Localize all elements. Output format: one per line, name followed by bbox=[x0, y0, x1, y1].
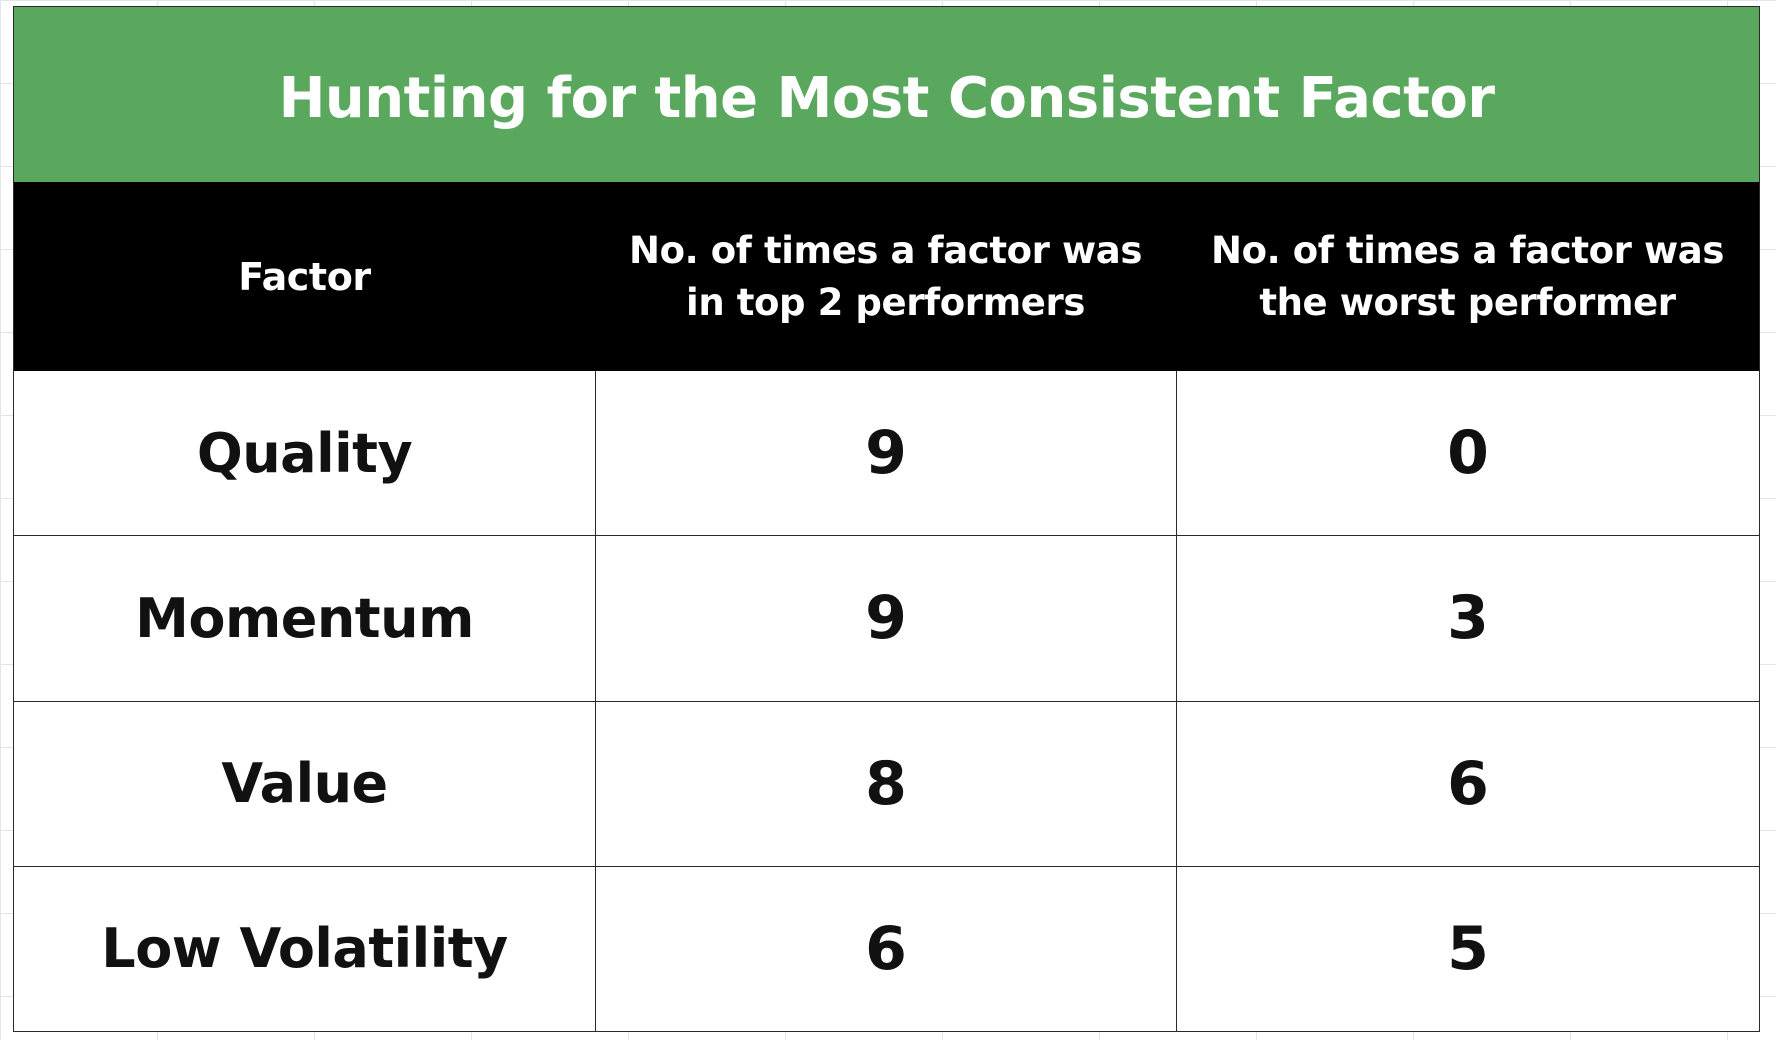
column-header-worst: No. of times a factor was the worst perf… bbox=[1211, 228, 1724, 324]
factor-table: Hunting for the Most Consistent Factor F… bbox=[13, 6, 1760, 1032]
worst-count-cell: 5 bbox=[1176, 866, 1759, 1031]
table-row: Momentum 9 3 bbox=[14, 535, 1759, 701]
top2-count-cell: 9 bbox=[595, 536, 1176, 701]
worst-count-cell: 3 bbox=[1176, 536, 1759, 701]
table-row: Low Volatility 6 5 bbox=[14, 865, 1759, 1031]
column-header-factor: Factor bbox=[238, 254, 371, 299]
table-title: Hunting for the Most Consistent Factor bbox=[14, 7, 1759, 182]
table-row: Value 8 6 bbox=[14, 700, 1759, 866]
table-row: Quality 9 0 bbox=[14, 371, 1759, 536]
column-header-top2: No. of times a factor was in top 2 perfo… bbox=[629, 228, 1142, 324]
factor-name-cell: Value bbox=[221, 752, 388, 816]
header-row: Factor No. of times a factor was in top … bbox=[14, 182, 1759, 371]
worst-count-cell: 6 bbox=[1176, 701, 1759, 866]
top2-count-cell: 6 bbox=[595, 866, 1176, 1031]
table-body: Quality 9 0 Momentum 9 3 Value 8 6 Low V… bbox=[14, 371, 1759, 1031]
factor-name-cell: Quality bbox=[196, 421, 413, 485]
top2-count-cell: 9 bbox=[595, 371, 1176, 536]
worst-count-cell: 0 bbox=[1176, 371, 1759, 536]
top2-count-cell: 8 bbox=[595, 701, 1176, 866]
factor-name-cell: Low Volatility bbox=[101, 917, 508, 981]
factor-name-cell: Momentum bbox=[135, 586, 474, 650]
